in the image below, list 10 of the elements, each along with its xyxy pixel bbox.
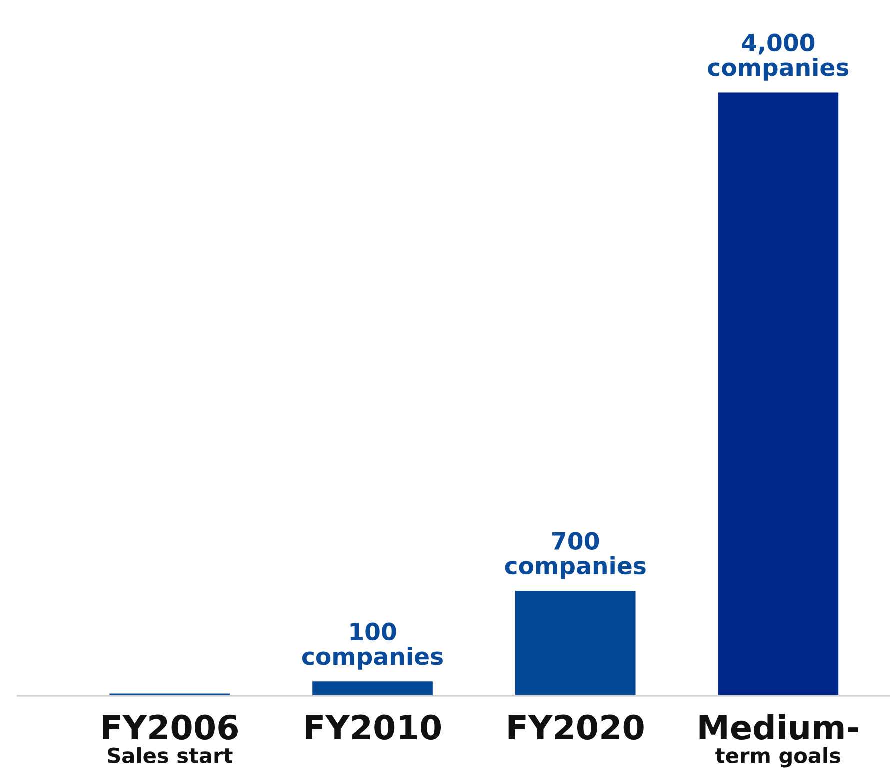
data-label: 4,000 companies	[708, 34, 849, 81]
data-label: 100 companies	[302, 622, 443, 670]
bar	[311, 680, 434, 696]
bar	[716, 92, 840, 696]
bar	[514, 590, 638, 696]
x-tick-label: FY2006 Sales start	[103, 714, 238, 764]
data-label: 700 companies	[505, 532, 646, 580]
x-tick-label: FY2020	[508, 714, 644, 740]
x-tick-label: Medium- term goals	[700, 714, 858, 768]
x-tick-label: FY2010	[306, 714, 442, 740]
